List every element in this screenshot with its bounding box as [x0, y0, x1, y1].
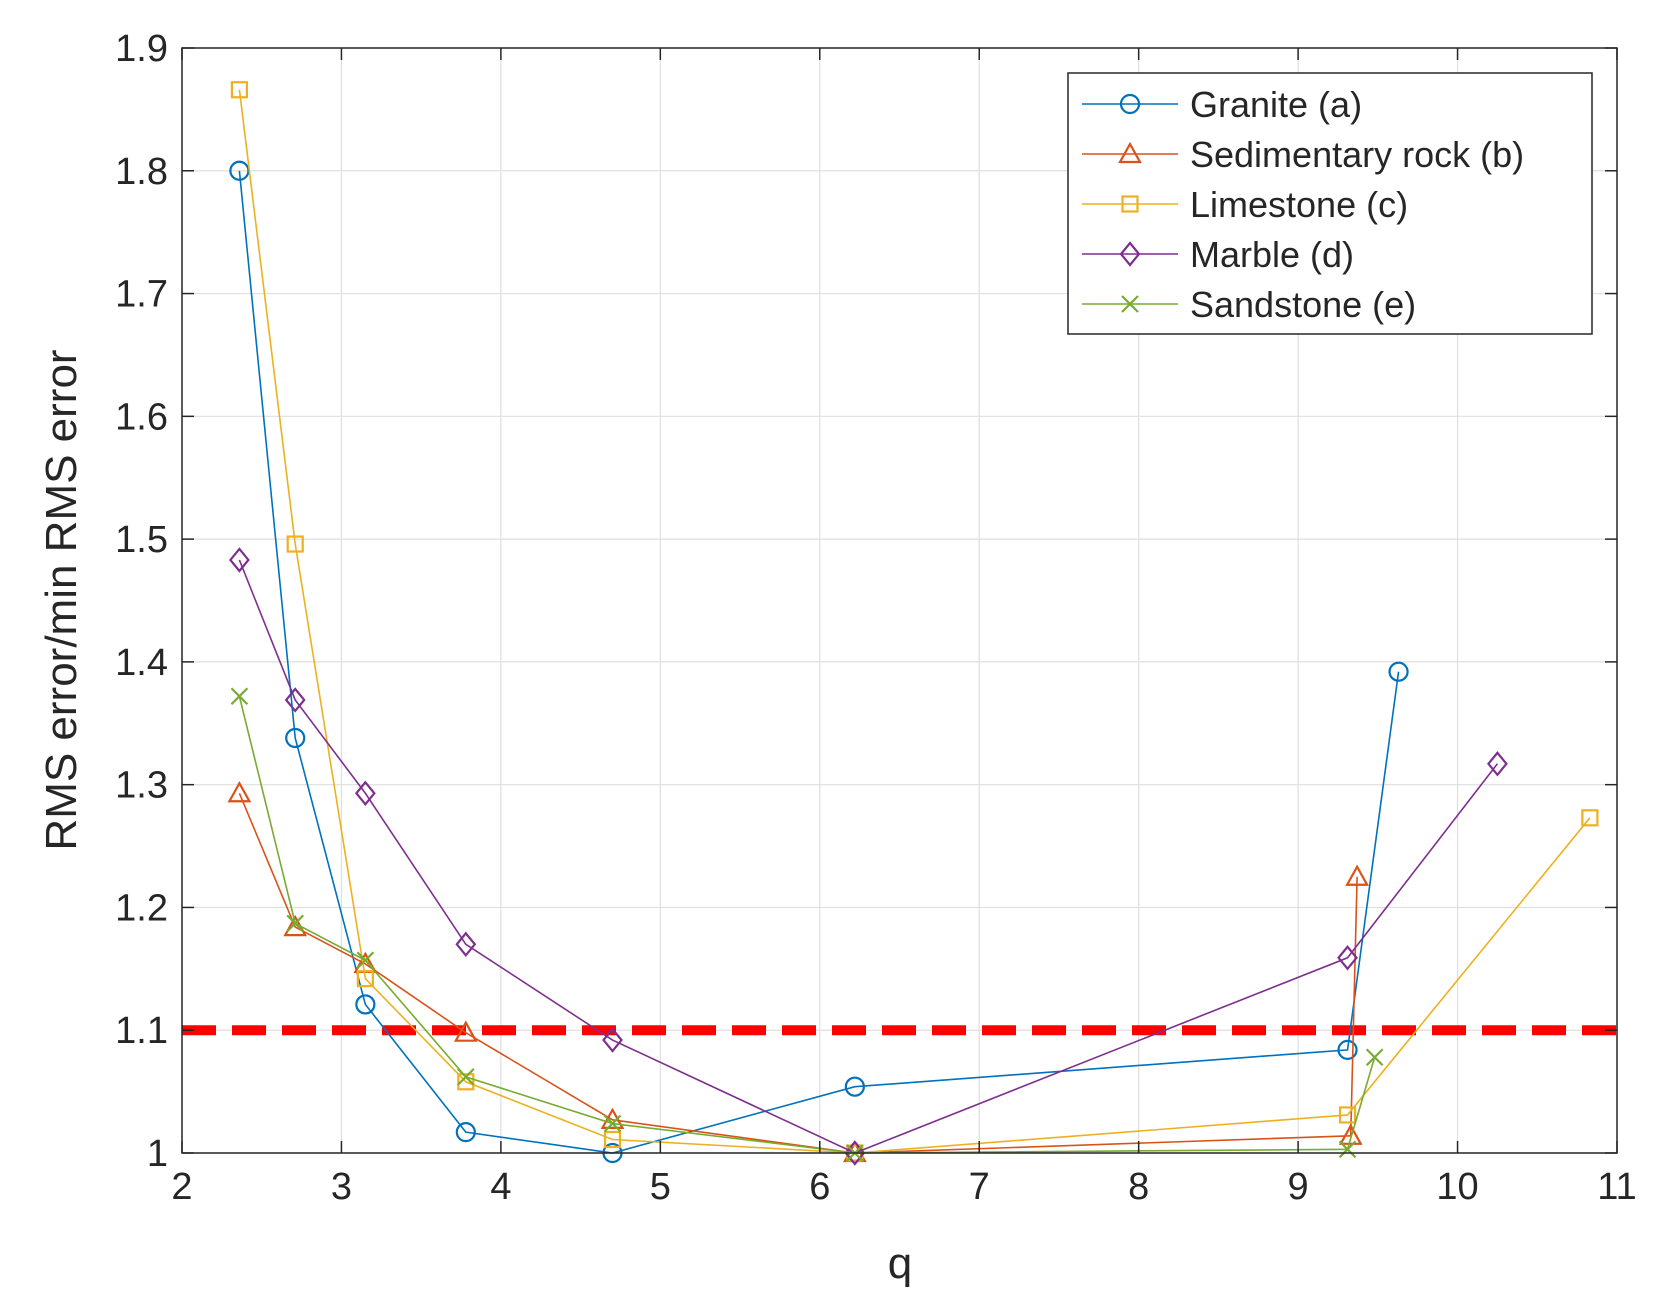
data-point: [844, 1140, 866, 1166]
data-point: [1388, 661, 1409, 682]
y-tick-label: 1.9: [115, 28, 168, 70]
legend-label: Marble (d): [1190, 234, 1354, 275]
data-point: [227, 780, 252, 803]
series-4: [230, 687, 1384, 1162]
x-tick-label: 10: [1436, 1166, 1478, 1208]
data-point: [284, 687, 306, 713]
data-point: [1338, 1123, 1363, 1145]
data-point: [286, 535, 304, 553]
legend-item: Sandstone (e): [1082, 284, 1416, 325]
data-point: [355, 994, 376, 1015]
y-tick-label: 1.2: [115, 887, 168, 929]
data-point: [844, 1076, 865, 1097]
data-point: [228, 547, 250, 573]
series-line: [238, 792, 1358, 1154]
legend-marker: [1121, 295, 1139, 313]
x-tick-label: 9: [1288, 1166, 1309, 1208]
data-point: [455, 1122, 476, 1143]
y-tick-label: 1.1: [115, 1010, 168, 1052]
data-point: [230, 687, 249, 706]
plot-frame: [181, 47, 1618, 1154]
data-point: [457, 1068, 475, 1086]
legend-label: Granite (a): [1190, 84, 1362, 125]
data-point: [1338, 1140, 1357, 1159]
legend-marker: [1118, 141, 1142, 164]
y-tick-label: 1: [147, 1133, 168, 1175]
data-point: [1581, 809, 1599, 827]
legend-item: Granite (a): [1082, 84, 1362, 125]
x-tick-label: 4: [490, 1166, 511, 1208]
data-point: [603, 1114, 622, 1133]
legend-marker: [1119, 93, 1141, 115]
data-point: [457, 1073, 475, 1091]
y-tick-label: 1.7: [115, 274, 168, 316]
y-axis-label: RMS error/min RMS error: [37, 349, 86, 850]
x-tick-label: 8: [1128, 1166, 1149, 1208]
data-point: [356, 970, 374, 988]
data-point: [1345, 864, 1369, 886]
data-point: [1365, 1048, 1384, 1067]
legend-item: Limestone (c): [1082, 184, 1408, 225]
legend-label: Limestone (c): [1190, 184, 1408, 225]
data-point: [230, 81, 248, 99]
y-tick-label: 1.5: [115, 519, 168, 561]
data-point: [354, 780, 376, 806]
legend-marker: [1119, 241, 1141, 267]
data-point: [229, 160, 250, 181]
data-point: [1337, 1039, 1358, 1060]
series-line: [238, 89, 1591, 1154]
legend-marker: [1121, 195, 1139, 213]
data-point: [1338, 1106, 1357, 1124]
legend-label: Sandstone (e): [1190, 284, 1416, 325]
x-tick-label: 3: [331, 1166, 352, 1208]
y-tick-label: 1.6: [115, 396, 168, 438]
series-line: [238, 170, 1400, 1154]
data-point: [455, 931, 477, 958]
data-point: [356, 951, 375, 970]
data-point: [603, 1130, 622, 1149]
data-point: [285, 727, 306, 749]
data-point: [602, 1027, 623, 1053]
data-point: [1486, 751, 1508, 777]
data-point: [453, 1020, 478, 1042]
y-tick-label: 1.4: [115, 642, 168, 684]
data-point: [286, 914, 304, 933]
legend-item: Sedimentary rock (b): [1082, 134, 1524, 175]
y-tick-label: 1.8: [115, 151, 168, 193]
series-line: [238, 696, 1376, 1154]
x-tick-label: 6: [809, 1166, 830, 1208]
x-tick-label: 7: [969, 1166, 990, 1208]
series-3: [228, 547, 1508, 1166]
series-layer: [227, 81, 1599, 1166]
data-point: [1337, 945, 1358, 971]
y-tick-label: 1.3: [115, 765, 168, 807]
legend: Granite (a) Sedimentary rock (b) Limestone…: [1067, 72, 1593, 335]
x-tick-label: 2: [171, 1166, 192, 1208]
legend-label: Sedimentary rock (b): [1190, 134, 1524, 175]
x-axis-label: q: [888, 1239, 912, 1288]
x-tick-label: 5: [650, 1166, 671, 1208]
legend-item: Marble (d): [1082, 234, 1354, 275]
x-tick-label: 11: [1597, 1166, 1636, 1208]
series-line: [238, 559, 1499, 1154]
